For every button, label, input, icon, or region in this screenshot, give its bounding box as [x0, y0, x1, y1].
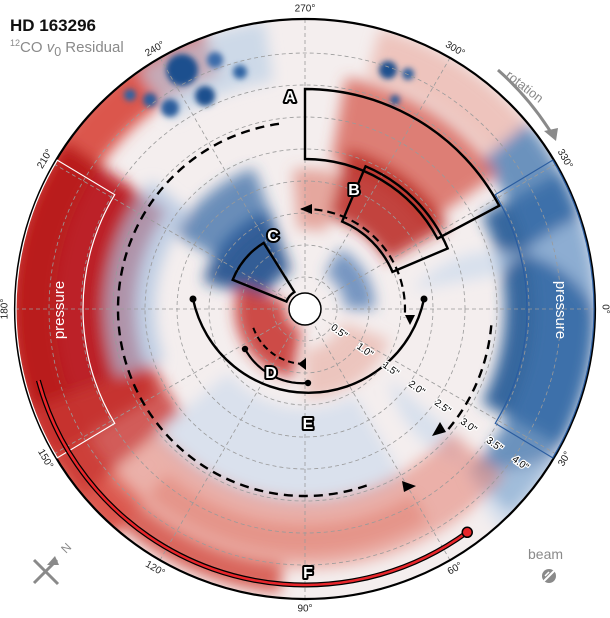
residual-patch	[305, 322, 390, 399]
grid-spoke	[53, 318, 288, 455]
rotation-label: rotation	[503, 67, 546, 106]
feature-label-F: F	[303, 565, 313, 582]
feature-B-outline	[340, 164, 450, 274]
residual-patch	[331, 77, 498, 223]
velocity-subscript: 0	[54, 45, 62, 59]
residual-patch	[138, 21, 273, 121]
rotation-arrowhead-icon	[544, 128, 558, 141]
grid-spoke	[159, 57, 296, 292]
residual-patch	[151, 373, 405, 509]
feature-label-C: C	[267, 228, 279, 245]
residual-patch	[325, 248, 375, 309]
feature-dashed-inner-arc	[301, 207, 407, 318]
residual-blob	[195, 86, 215, 106]
feature-label-E: E	[303, 416, 314, 433]
residual-blob	[379, 61, 397, 79]
grid-spoke	[322, 318, 557, 455]
residual-patch	[175, 168, 273, 262]
pressure-sectors	[15, 159, 595, 459]
grid-spoke	[159, 326, 296, 561]
map-boundary	[13, 17, 597, 601]
residual-patch	[121, 504, 283, 593]
subtitle-suffix: Residual	[61, 39, 124, 56]
figure-title: HD 163296	[10, 16, 97, 35]
grid-spoke	[314, 326, 451, 561]
feature-D-arc	[244, 348, 309, 385]
arc-arrowhead-icon	[300, 204, 312, 214]
residual-blob	[124, 89, 136, 101]
residual-blob	[143, 93, 157, 107]
polar-grid	[15, 19, 595, 599]
feature-dashed-D-arc	[252, 327, 304, 365]
feature-dashed-outer-arc	[116, 122, 370, 498]
velocity-symbol: v	[46, 39, 55, 56]
arc-arrowhead-icon	[402, 481, 416, 492]
grid-ring	[272, 276, 338, 342]
grid-spoke	[53, 163, 288, 300]
arc-arrowhead-icon	[298, 358, 306, 370]
feature-F-arc	[37, 380, 468, 587]
isotope-superscript: 12	[10, 38, 21, 48]
beam-icon	[542, 569, 556, 583]
feature-E-endpoint	[420, 295, 428, 303]
residual-patch	[329, 149, 448, 262]
angle-tick-label: 270°	[295, 4, 316, 15]
feature-D-endpoint	[304, 379, 312, 387]
feature-letter-labels: A B C D E F	[263, 87, 362, 584]
beam-label: beam	[528, 546, 564, 562]
residual-blob	[390, 95, 400, 105]
angle-tick-label: 180°	[0, 299, 11, 320]
feature-E-arc	[191, 298, 426, 395]
feature-label-A: A	[284, 89, 296, 106]
arc-arrowhead-icon	[432, 422, 446, 436]
north-label: N	[58, 540, 74, 556]
residual-patch	[235, 285, 302, 378]
arc-arrowhead-icon	[405, 315, 415, 325]
residual-patch	[367, 28, 528, 155]
feature-label-B: B	[348, 182, 360, 199]
residual-blob	[233, 65, 247, 79]
molecule-label: CO	[20, 39, 47, 56]
angle-tick-label: 30°	[556, 450, 573, 469]
residual-blob	[402, 68, 414, 80]
pressure-label-right: pressure	[552, 281, 569, 339]
angle-tick-label: 0°	[599, 304, 610, 314]
feature-label-D: D	[265, 365, 277, 382]
angle-tick-label: 90°	[297, 604, 312, 613]
residual-blob	[166, 54, 198, 86]
compass-icon	[32, 556, 60, 586]
grid-ring	[48, 52, 562, 566]
grid-ring	[208, 212, 402, 406]
feature-D-endpoint	[241, 345, 249, 353]
angle-tick-label: 60°	[446, 560, 465, 577]
central-mask	[288, 292, 322, 326]
residual-patch	[467, 122, 595, 515]
figure-subtitle: 12CO v0 Residual	[10, 38, 124, 59]
pressure-sector-left	[15, 159, 116, 459]
residual-blob	[207, 52, 223, 68]
feature-F-endpoint	[461, 526, 473, 539]
pressure-sector-right	[494, 159, 595, 459]
pressure-label-left: pressure	[51, 281, 68, 339]
residual-blob	[161, 99, 179, 117]
residual-patch	[389, 202, 595, 599]
feature-overlays	[35, 87, 501, 588]
feature-C-outline	[231, 241, 297, 304]
residual-patch	[32, 363, 183, 496]
feature-E-endpoint	[189, 295, 197, 303]
